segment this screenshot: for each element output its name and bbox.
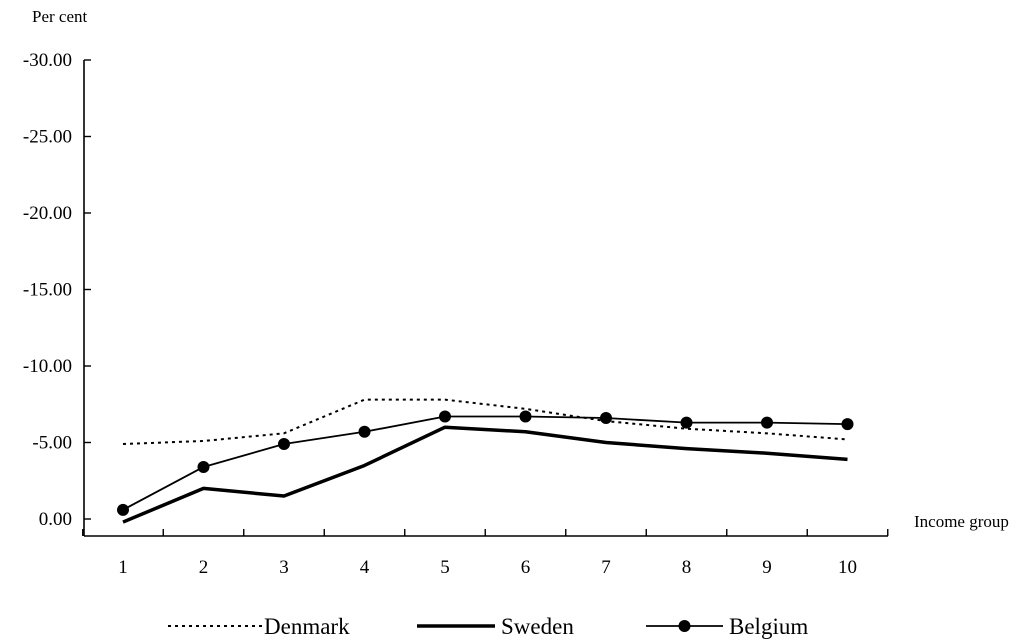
x-axis-ticks: 1 2 3 4 5 6 7 8 9 10 [82, 529, 889, 578]
x-tick-label: 9 [762, 557, 772, 578]
y-tick-label: -15.00 [23, 280, 72, 301]
x-tick-label: 1 [118, 557, 128, 578]
data-point [278, 438, 290, 451]
legend-item-sweden: Sweden [417, 614, 574, 639]
data-point [519, 410, 532, 423]
data-point [197, 460, 210, 473]
data-point [439, 410, 451, 423]
legend-label: Sweden [501, 614, 574, 639]
series-denmark [122, 398, 848, 446]
data-point [358, 425, 371, 438]
x-axis-title: Income group [914, 512, 1009, 531]
data-point [841, 418, 854, 431]
y-tick-label: -25.00 [23, 127, 72, 148]
x-tick-label: 3 [279, 557, 289, 578]
y-tick-label: -20.00 [23, 203, 72, 224]
legend-label: Denmark [264, 614, 350, 639]
series-belgium [117, 410, 854, 516]
x-tick-label: 7 [601, 557, 611, 578]
data-point [761, 416, 773, 429]
y-tick-label: 0.00 [39, 509, 72, 530]
data-point [680, 416, 693, 429]
data-point [117, 503, 129, 516]
legend-item-belgium: Belgium [646, 614, 808, 639]
x-tick-label: 10 [838, 557, 857, 578]
series-line [122, 398, 848, 446]
legend-marker [678, 620, 691, 632]
series-line [122, 425, 848, 524]
x-tick-label: 8 [682, 557, 692, 578]
legend-item-denmark: Denmark [168, 614, 350, 639]
series-line [122, 415, 848, 511]
legend-label: Belgium [729, 614, 808, 639]
y-tick-label: -10.00 [23, 356, 72, 377]
y-tick-label: -30.00 [23, 50, 72, 71]
legend: Denmark Sweden Belgium [168, 614, 808, 639]
y-tick-label: -5.00 [32, 433, 72, 454]
x-tick-label: 4 [360, 557, 370, 578]
y-axis-ticks: -30.00 -25.00 -20.00 -15.00 -10.00 -5.00 0.00 [23, 50, 91, 530]
y-axis-title: Per cent [32, 7, 88, 26]
data-point [600, 412, 612, 425]
x-tick-label: 2 [199, 557, 209, 578]
x-tick-label: 6 [521, 557, 531, 578]
series-layer [117, 398, 854, 524]
x-tick-label: 5 [440, 557, 450, 578]
series-sweden [122, 425, 848, 524]
